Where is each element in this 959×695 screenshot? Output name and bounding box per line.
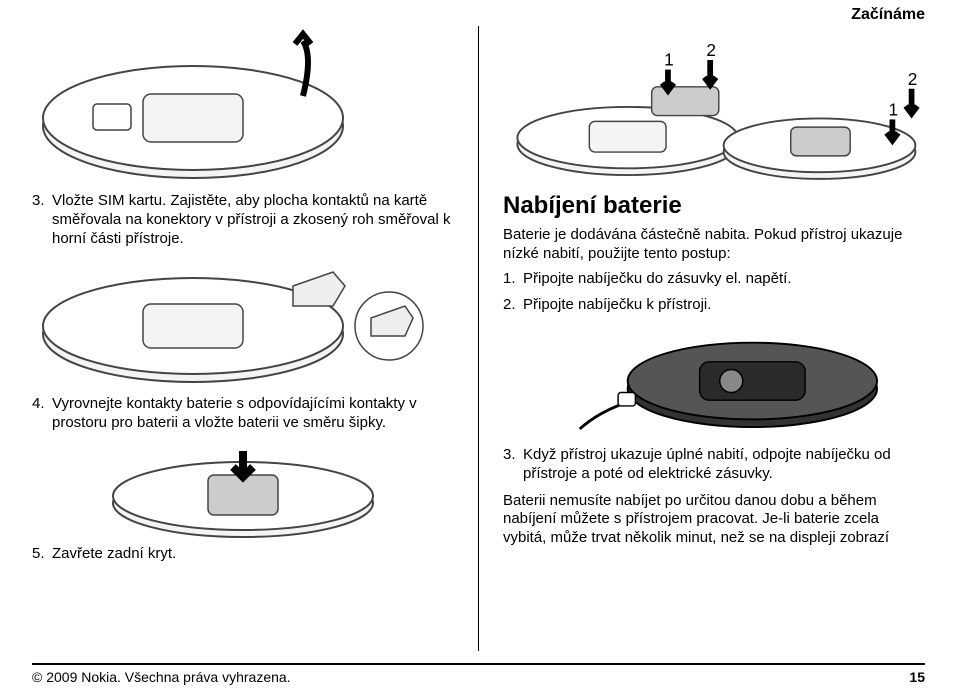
svg-text:2: 2	[908, 69, 918, 89]
list-text: Zavřete zadní kryt.	[52, 545, 454, 564]
list-text: Vložte SIM kartu. Zajistěte, aby plocha …	[52, 192, 454, 248]
figure-sim-remove-cover	[32, 26, 454, 188]
figure-insert-sim	[32, 256, 454, 391]
right-column: 1 2 1 2 Nabíjení baterie Baterie je dodá…	[483, 26, 925, 651]
list-item-3: 3. Vložte SIM kartu. Zajistěte, aby ploc…	[32, 192, 454, 248]
page-footer: © 2009 Nokia. Všechna práva vyhrazena. 1…	[32, 663, 925, 685]
list-item-1: 1. Připojte nabíječku do zásuvky el. nap…	[503, 270, 925, 289]
list-item-3r: 3. Když přístroj ukazuje úplné nabití, o…	[503, 446, 925, 484]
list-num: 1.	[503, 270, 523, 289]
charging-note: Baterii nemusíte nabíjet po určitou dano…	[503, 492, 925, 548]
column-divider	[478, 26, 479, 651]
list-item-5: 5. Zavřete zadní kryt.	[32, 545, 454, 564]
list-num: 5.	[32, 545, 52, 564]
list-num: 4.	[32, 395, 52, 433]
section-header: Začínáme	[851, 6, 925, 24]
footer-page-number: 15	[909, 669, 925, 685]
section-title-charging: Nabíjení baterie	[503, 192, 925, 220]
figure-charging	[503, 323, 925, 440]
list-item-2: 2. Připojte nabíječku k přístroji.	[503, 296, 925, 315]
list-num: 2.	[503, 296, 523, 315]
list-num: 3.	[503, 446, 523, 484]
list-text: Připojte nabíječku do zásuvky el. napětí…	[523, 270, 925, 289]
list-num: 3.	[32, 192, 52, 248]
figure-close-cover: 1 2 1 2	[503, 26, 925, 186]
list-text: Když přístroj ukazuje úplné nabití, odpo…	[523, 446, 925, 484]
charging-intro: Baterie je dodávána částečně nabita. Pok…	[503, 226, 925, 264]
svg-text:1: 1	[889, 100, 899, 120]
list-text: Připojte nabíječku k přístroji.	[523, 296, 925, 315]
svg-text:1: 1	[664, 50, 674, 70]
list-text: Vyrovnejte kontakty baterie s odpovídají…	[52, 395, 454, 433]
footer-copyright: © 2009 Nokia. Všechna práva vyhrazena.	[32, 669, 291, 685]
left-column: 3. Vložte SIM kartu. Zajistěte, aby ploc…	[32, 26, 474, 651]
two-column-layout: 3. Vložte SIM kartu. Zajistěte, aby ploc…	[32, 26, 925, 651]
figure-insert-battery	[32, 441, 454, 541]
svg-text:2: 2	[706, 40, 716, 60]
list-item-4: 4. Vyrovnejte kontakty baterie s odpovíd…	[32, 395, 454, 433]
